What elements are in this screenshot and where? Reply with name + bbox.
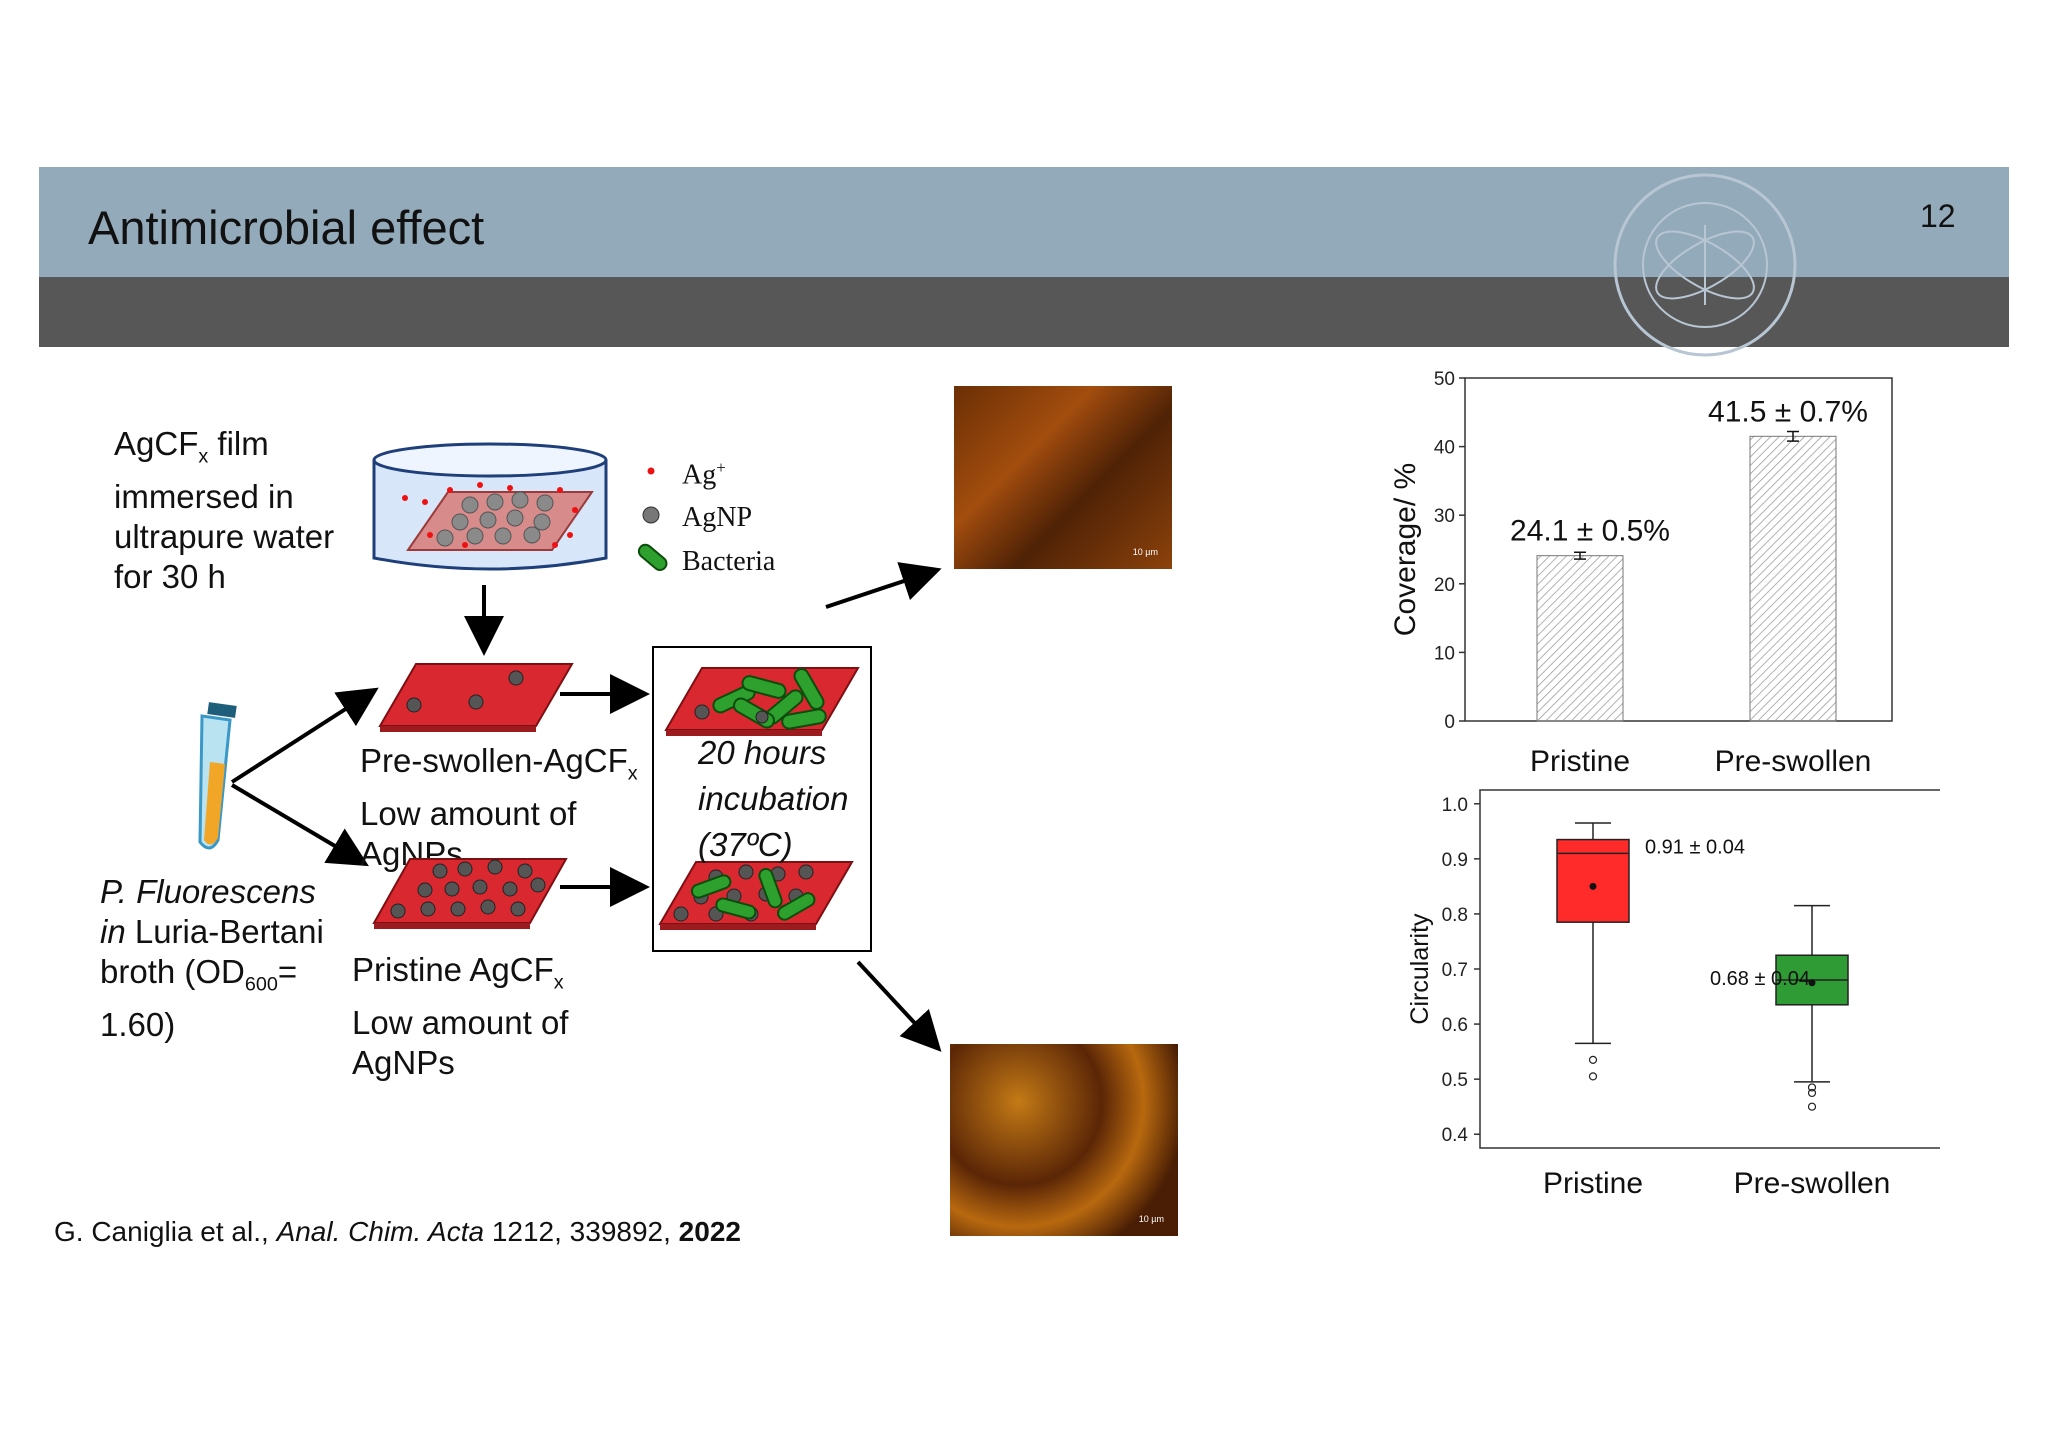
incubated-preswollen-film xyxy=(664,667,860,736)
preswollen-label: Pre-swollen-AgCFx Low amount of AgNPs xyxy=(360,742,638,872)
circularity-box-chart: 0.4 0.5 0.6 0.7 0.8 0.9 1.0 Circularity 0.91 ± 0… xyxy=(1406,789,1940,1200)
y-tick-label: 0 xyxy=(1444,712,1455,733)
outlier xyxy=(1807,1088,1817,1098)
legend-ag-ion: Ag+ xyxy=(682,458,726,491)
data-label: 0.68 ± 0.04 xyxy=(1710,968,1810,990)
legend-agnp: AgNP xyxy=(682,502,753,533)
y-tick-label: 0.5 xyxy=(1442,1070,1468,1091)
film-label: AgCFx film immersed in ultrapure water f… xyxy=(114,425,335,595)
mean-marker xyxy=(1589,882,1597,890)
mean-marker xyxy=(1808,979,1816,987)
y-tick-label: 0.9 xyxy=(1442,850,1468,871)
y-tick-label: 40 xyxy=(1434,438,1455,459)
microscopy-image-preswollen: 10 µm xyxy=(954,386,1172,569)
y-axis-label: Circularity xyxy=(1406,913,1434,1025)
box xyxy=(1556,838,1630,923)
incubation-label: 20 hours incubation (37ºC) xyxy=(698,734,849,863)
slide-title: Antimicrobial effect xyxy=(88,201,485,254)
legend-symbols xyxy=(637,467,668,571)
citation: G. Caniglia et al., Anal. Chim. Acta 121… xyxy=(54,1216,741,1247)
x-tick-label: Pre-swollen xyxy=(1734,1167,1891,1200)
preswollen-film-illustration xyxy=(378,663,574,732)
header-band xyxy=(39,277,2009,347)
plot-frame xyxy=(1464,377,1893,722)
outlier xyxy=(1807,1083,1817,1092)
y-tick-label: 0.4 xyxy=(1442,1125,1469,1146)
y-tick-label: 20 xyxy=(1434,575,1455,596)
data-label: 41.5 ± 0.7% xyxy=(1708,395,1868,428)
x-tick-label: Pre-swollen xyxy=(1715,745,1872,778)
y-tick-label: 30 xyxy=(1434,506,1455,527)
culture-label: P. Fluorescens in Luria-Bertani broth (O… xyxy=(100,873,324,1043)
y-tick-label: 1.0 xyxy=(1442,795,1468,816)
outlier xyxy=(1588,1072,1598,1081)
outlier xyxy=(1588,1055,1598,1064)
y-axis-label: Coverage/ % xyxy=(1389,463,1422,636)
pristine-label: Pristine AgCFx Low amount of AgNPs xyxy=(352,951,569,1081)
x-tick-label: Pristine xyxy=(1543,1167,1643,1200)
culture-tube-illustration xyxy=(198,702,237,850)
data-label: 24.1 ± 0.5% xyxy=(1510,515,1670,548)
x-tick-label: Pristine xyxy=(1530,745,1630,778)
microscopy-image-pristine: 10 µm xyxy=(950,1044,1178,1236)
y-tick-label: 10 xyxy=(1434,643,1455,664)
beaker-illustration xyxy=(372,442,608,571)
outlier xyxy=(1807,1102,1817,1111)
scale-bar-label: 10 µm xyxy=(1138,1214,1164,1224)
scale-bar-label: 10 µm xyxy=(1132,547,1158,557)
incubated-pristine-film xyxy=(658,861,854,930)
data-label: 0.91 ± 0.04 xyxy=(1645,836,1745,858)
legend-bacteria: Bacteria xyxy=(682,546,776,577)
y-tick-label: 50 xyxy=(1434,369,1455,390)
incubation-box xyxy=(652,646,872,952)
page-number: 12 xyxy=(1920,198,1956,234)
bar xyxy=(1536,555,1624,722)
bar xyxy=(1749,435,1837,722)
pristine-film-illustration xyxy=(372,858,568,929)
university-seal-watermark xyxy=(1613,173,1797,357)
coverage-bar-chart: 0 10 20 30 40 50 Coverage/ % 24.1 ± 0.5% Pristin… xyxy=(1389,369,1893,778)
y-tick-label: 0.6 xyxy=(1442,1015,1468,1036)
y-tick-label: 0.7 xyxy=(1442,960,1468,981)
y-tick-label: 0.8 xyxy=(1442,905,1468,926)
slide-header xyxy=(39,167,2009,277)
